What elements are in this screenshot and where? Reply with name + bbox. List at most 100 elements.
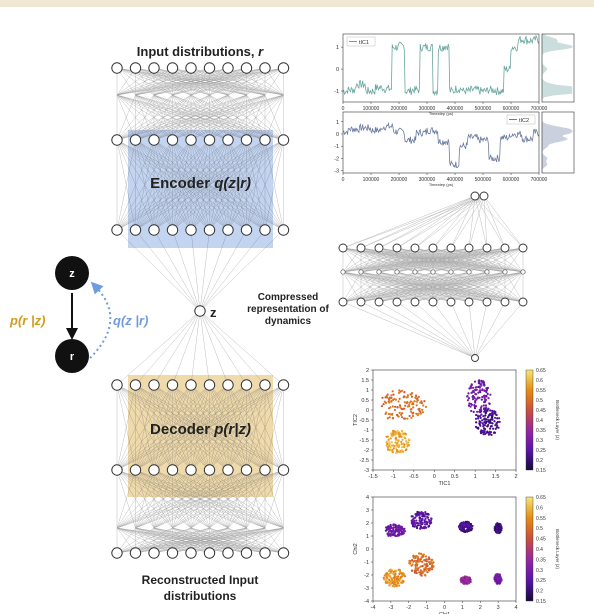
scatter-point [411,412,414,415]
scatter-point [390,527,394,530]
scatter-point [415,412,418,415]
wire [116,94,210,141]
y-tick-label: -2 [364,448,369,454]
scatter-point [398,404,402,407]
scatter-point [402,580,405,583]
neuron [203,224,216,236]
colorbar-tick-label: 0.6 [536,378,543,384]
y-tick-label: 0 [336,67,339,73]
wire [172,139,284,231]
wire [378,271,524,303]
wire [342,247,524,273]
scatter-point [385,444,388,447]
scatter-point [494,575,497,579]
wire [432,301,476,359]
wire [116,527,266,554]
wire [153,139,284,231]
wire [153,310,201,386]
legend-box [346,36,376,47]
wire [135,527,284,554]
neuron [129,547,142,559]
neuron [166,224,179,236]
scatter-cluster [457,520,474,534]
scatter-point [392,530,395,533]
scatter-point [467,521,470,525]
wire [190,310,201,386]
colorbar-tick-label: 0.4 [536,418,543,424]
wire [116,94,173,141]
scatter-point [469,402,473,405]
scatter-point [498,579,501,582]
wire [414,301,476,359]
scatter-point [412,517,415,520]
scatter-point [473,407,477,410]
neuron [240,134,253,146]
scatter-point [387,438,390,441]
r-node-circle [55,339,89,373]
wire [135,229,201,312]
neuron [203,379,216,391]
wire [116,139,284,231]
scatter-point [396,442,399,445]
neuron [277,62,290,74]
scatter-point [423,573,427,577]
scatter-cluster [384,523,407,538]
scatter-chart: -1.5 -1 -0.5 0 0.5 1 1.5 2 2 1.5 1 0.5 0 -0.5 -1 -1.5 -2… [353,368,560,487]
scatter-point [413,556,416,560]
scatter-point [419,401,422,404]
y-tick-label: 4 [366,495,369,501]
scatter-point [411,559,414,562]
neuron [259,379,271,391]
scatter-point [395,449,398,452]
wire [360,271,524,303]
scatter-point [467,404,470,407]
wire [483,195,524,249]
scatter-point [462,579,465,582]
compressed-caption: Compressed representation of dynamics [238,292,338,328]
scatter-point [485,390,488,394]
scatter-point [496,417,499,420]
wire [360,301,476,359]
scatter-point [425,563,428,566]
y-tick-label: 1.5 [361,378,369,384]
scatter-point [394,398,398,401]
scatter-point [494,416,497,419]
wire [468,247,524,273]
r-node-label: r [70,351,75,363]
scatter-point [397,432,400,436]
scatter-point [474,417,478,420]
scatter-point [394,524,397,527]
scatter-point [424,517,427,520]
wire [116,469,247,529]
colorbar-tick-label: 0.6 [536,505,543,511]
scatter-point [419,552,423,555]
neuron [129,134,142,146]
scatter-point [480,379,483,382]
y-tick-label: 2 [366,368,369,374]
scatter-point [382,403,385,406]
neuron [240,464,253,476]
wire [342,247,506,273]
wire [342,271,380,303]
scatter-point [419,560,422,563]
neuron [240,224,253,236]
scatter-cluster [380,389,428,420]
y-tick-label: -2 [364,573,369,579]
scatter-point [425,523,428,526]
colorbar-tick-label: 0.65 [536,368,546,374]
scatter-cluster [382,568,407,588]
wire [116,527,192,554]
x-tick-label: -3 [388,605,393,611]
scatter-point [391,451,394,454]
scatter-point [480,413,483,416]
neuron [374,243,384,253]
wire [504,247,524,273]
scatter-point [400,443,403,446]
wire [116,384,266,471]
wire [135,384,284,471]
scatter-point [415,519,418,522]
y-tick-label: 0 [366,408,369,414]
colorbar-tick-label: 0.25 [536,448,546,454]
scatter-point [400,416,404,419]
scatter-point [466,530,469,533]
